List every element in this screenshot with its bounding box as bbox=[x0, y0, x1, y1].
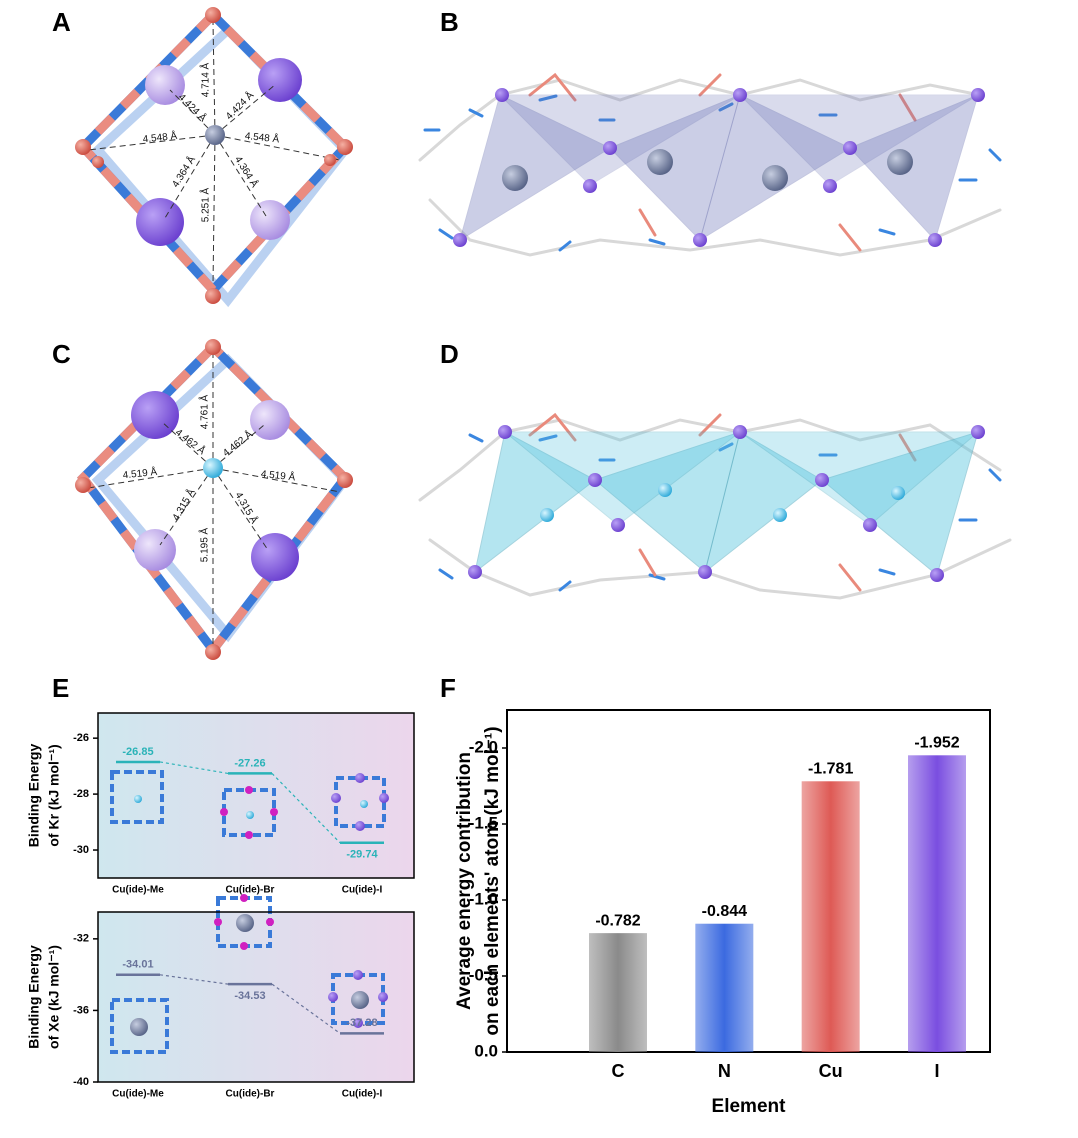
distance-label: 5.195 Å bbox=[198, 527, 211, 562]
distance-label: 4.424 Å bbox=[223, 88, 257, 122]
y-tick-label: -2.0 bbox=[469, 737, 498, 756]
x-tick-label: Cu(ide)-Me bbox=[112, 1089, 164, 1100]
distance-label: 4.315 Å bbox=[232, 489, 261, 526]
panel-label: E bbox=[52, 673, 69, 703]
y-tick-label: -1.0 bbox=[469, 889, 498, 908]
distance-label: 4.364 Å bbox=[232, 153, 261, 189]
y-axis-label: Average energy contribution bbox=[454, 752, 475, 1010]
value-label: -34.53 bbox=[234, 990, 265, 1002]
x-tick-label: N bbox=[718, 1061, 731, 1081]
plot-frame bbox=[97, 911, 415, 1083]
panel-letters: A B C D E F bbox=[52, 7, 459, 703]
distance-label: 4.548 Å bbox=[244, 129, 280, 146]
panel-label: A bbox=[52, 7, 71, 37]
y-tick-label: 0.0 bbox=[474, 1041, 498, 1060]
bar bbox=[908, 755, 966, 1052]
y-tick-label: -40 bbox=[73, 1076, 89, 1088]
value-label: -0.782 bbox=[595, 912, 640, 929]
y-tick-label: -0.5 bbox=[469, 965, 498, 984]
y-tick-label: -1.5 bbox=[469, 813, 498, 832]
panel-label: D bbox=[440, 339, 459, 369]
panel-label: B bbox=[440, 7, 459, 37]
distance-label: 4.714 Å bbox=[199, 62, 212, 97]
x-tick-label: Cu bbox=[819, 1061, 843, 1081]
distance-label: 4.761 Å bbox=[198, 394, 211, 429]
y-tick-label: -30 bbox=[73, 844, 89, 856]
y-axis-label: Binding Energy bbox=[26, 744, 42, 848]
value-label: -1.781 bbox=[808, 761, 853, 778]
x-tick-label: I bbox=[934, 1061, 939, 1081]
x-tick-label: Cu(ide)-Me bbox=[112, 885, 164, 896]
value-label: -29.74 bbox=[346, 849, 378, 861]
connector bbox=[271, 983, 341, 1034]
x-tick-label: C bbox=[612, 1061, 625, 1081]
structure-d bbox=[418, 412, 1012, 600]
bar bbox=[801, 781, 860, 1052]
distance-label: 4.519 Å bbox=[260, 467, 296, 484]
structure-b bbox=[418, 72, 1002, 257]
structure-c: 4.761 Å 4.462 Å 4.462 Å 4.519 Å 4.519 Å … bbox=[75, 339, 353, 660]
y-axis-label: of Xe (kJ mol⁻¹) bbox=[46, 945, 62, 1049]
distance-label: 4.462 Å bbox=[220, 427, 255, 459]
bar bbox=[589, 933, 647, 1052]
y-tick-label: -26 bbox=[73, 732, 89, 744]
x-tick-label: Cu(ide)-I bbox=[342, 885, 383, 896]
panel-label: F bbox=[440, 673, 456, 703]
y-tick-label: -36 bbox=[73, 1004, 89, 1016]
bar bbox=[695, 923, 754, 1052]
x-tick-label: Cu(ide)-I bbox=[342, 1089, 383, 1100]
x-tick-label: Cu(ide)-Br bbox=[226, 885, 275, 896]
distance-label: 4.364 Å bbox=[169, 153, 198, 189]
x-tick-label: Cu(ide)-Br bbox=[226, 1089, 275, 1100]
distance-label: 4.315 Å bbox=[169, 486, 198, 523]
distance-label: 4.548 Å bbox=[142, 129, 178, 146]
connector bbox=[271, 772, 341, 844]
plot-background bbox=[98, 713, 414, 878]
insets bbox=[110, 770, 389, 1054]
plot-frame bbox=[97, 712, 415, 879]
y-axis-label: of Kr (kJ mol⁻¹) bbox=[46, 744, 62, 846]
structure-a: 4.714 Å 4.424 Å 4.424 Å 4.548 Å 4.548 Å … bbox=[75, 7, 353, 308]
value-label: -37.28 bbox=[346, 1017, 377, 1029]
distance-label: 4.462 Å bbox=[173, 426, 208, 458]
y-axis-label: on each elements' atom (kJ mol⁻¹) bbox=[482, 726, 503, 1035]
value-label: -1.952 bbox=[914, 735, 959, 752]
distance-label: 4.519 Å bbox=[122, 465, 158, 482]
x-axis-label: Element bbox=[712, 1096, 787, 1117]
value-label: -27.26 bbox=[234, 757, 265, 769]
value-label: -26.85 bbox=[122, 746, 153, 758]
panel-label: C bbox=[52, 339, 71, 369]
value-label: -0.844 bbox=[702, 903, 747, 920]
y-tick-label: -32 bbox=[73, 933, 89, 945]
value-label: -34.01 bbox=[122, 959, 153, 971]
y-tick-label: -28 bbox=[73, 788, 89, 800]
distance-label: 5.251 Å bbox=[199, 187, 212, 222]
y-axis-label: Binding Energy bbox=[26, 945, 42, 1049]
